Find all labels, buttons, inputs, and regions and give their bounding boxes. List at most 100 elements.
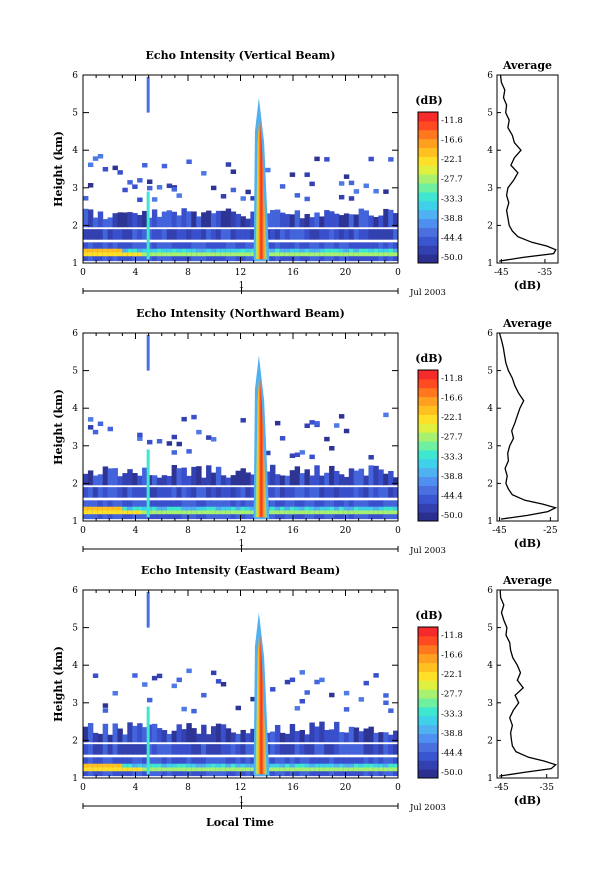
colorbar-swatch <box>418 396 438 407</box>
avg-y-tick-label: 6 <box>487 329 493 339</box>
x-tick-label: 12 <box>235 783 246 793</box>
heatmap-cell <box>102 744 109 755</box>
heatmap-cell <box>329 510 335 515</box>
heatmap-cell <box>215 210 222 228</box>
x-tick-label: 16 <box>287 783 299 793</box>
avg-y-tick-label: 3 <box>487 184 493 194</box>
heatmap-cell <box>329 692 335 698</box>
heatmap-cell <box>220 248 227 255</box>
heatmap-cell <box>122 510 128 515</box>
heatmap-cell <box>284 679 291 685</box>
heatmap-cell <box>132 487 138 498</box>
heatmap-cell <box>235 705 241 711</box>
heatmap-cell <box>294 193 301 198</box>
colorbar-swatch <box>418 174 438 184</box>
avg-y-tick-label: 3 <box>487 442 493 452</box>
heatmap-cell <box>378 248 384 255</box>
heatmap-cell <box>186 744 192 755</box>
heatmap-cell <box>240 418 246 423</box>
heatmap-cell <box>220 487 227 498</box>
heatmap-cell <box>191 763 197 770</box>
heatmap-cell <box>324 510 330 515</box>
heatmap-cell <box>383 506 389 513</box>
heatmap-cell <box>309 744 315 755</box>
heatmap-cell <box>230 732 237 743</box>
heatmap-cell <box>383 744 389 755</box>
y-tick-label: 6 <box>72 586 78 596</box>
heatmap-cell <box>299 670 305 675</box>
heatmap-cell <box>151 510 158 515</box>
heatmap-cell <box>176 441 182 447</box>
heatmap-cell <box>329 229 335 240</box>
heatmap-cell <box>319 721 325 743</box>
heatmap-cell <box>156 728 163 743</box>
avg-y-tick-label: 1 <box>487 259 493 269</box>
heatmap-cell <box>142 510 148 515</box>
heatmap-cell <box>83 763 89 770</box>
y-axis-label: Height (km) <box>52 646 65 722</box>
colorbar-swatch <box>418 432 438 442</box>
heatmap-cell <box>393 730 399 743</box>
heatmap-cell <box>132 184 138 189</box>
heatmap-cell <box>240 487 246 498</box>
heatmap-cell <box>324 229 330 240</box>
heatmap-cell <box>127 212 133 228</box>
heatmap-cell <box>383 252 389 257</box>
heatmap-cell <box>388 252 394 257</box>
heatmap-cell <box>196 733 202 743</box>
heatmap-cell <box>250 744 256 755</box>
heatmap-cell <box>146 744 153 755</box>
heatmap-cell <box>378 767 384 772</box>
heatmap-cell <box>363 767 369 772</box>
avg-x-label: (dB) <box>514 279 541 292</box>
heatmap-cell <box>146 475 153 486</box>
colorbar-tick-label: -27.7 <box>441 690 463 700</box>
colorbar-swatch <box>418 769 438 779</box>
heatmap-cell <box>358 767 365 772</box>
y-tick-label: 2 <box>72 736 78 746</box>
heatmap-cell <box>373 673 379 678</box>
column-echo <box>146 449 150 518</box>
x-axis-label: Local Time <box>206 816 274 829</box>
heatmap-cell <box>299 218 305 228</box>
heatmap-cell <box>142 767 148 772</box>
date-label: Jul 2003 <box>409 803 446 813</box>
heatmap-cell <box>102 229 109 240</box>
heatmap-cell <box>353 763 360 770</box>
plume-core <box>255 370 267 518</box>
heatmap-cell <box>127 767 133 772</box>
heatmap-cell <box>279 763 286 770</box>
heatmap-cell <box>201 510 207 515</box>
heatmap-cell <box>324 767 330 772</box>
heatmap-cell <box>368 510 374 515</box>
heatmap-cell <box>225 506 232 513</box>
heatmap-cell <box>112 487 118 498</box>
heatmap-cell <box>373 732 379 743</box>
heatmap-cell <box>363 510 369 515</box>
heatmap-cell <box>250 767 256 772</box>
heatmap-cell <box>368 763 374 770</box>
heatmap-cell <box>220 510 227 515</box>
colorbar-swatch <box>418 236 438 246</box>
heatmap-cell <box>299 767 305 772</box>
heatmap-cell <box>383 700 389 706</box>
heatmap-cell <box>112 767 118 772</box>
heatmap-cell <box>304 252 310 257</box>
heatmap-cell <box>225 477 232 486</box>
heatmap-cell <box>122 763 128 770</box>
heatmap-cell <box>304 734 310 743</box>
heatmap-cell <box>378 229 384 240</box>
colorbar-tick-label: -22.1 <box>441 155 463 165</box>
heatmap-cell <box>230 211 237 228</box>
colorbar-tick-label: -38.8 <box>441 729 463 739</box>
heatmap-cell <box>289 453 296 458</box>
heatmap-cell <box>92 510 99 515</box>
colorbar-tick-label: -11.8 <box>441 116 463 126</box>
average-frame <box>496 589 559 779</box>
colorbar-swatch <box>418 512 438 522</box>
colorbar-frame <box>417 111 439 264</box>
colorbar-unit: (dB) <box>415 94 442 107</box>
heatmap-cell <box>348 487 355 498</box>
heatmap-cell <box>235 470 241 486</box>
heatmap-cell <box>92 732 99 743</box>
